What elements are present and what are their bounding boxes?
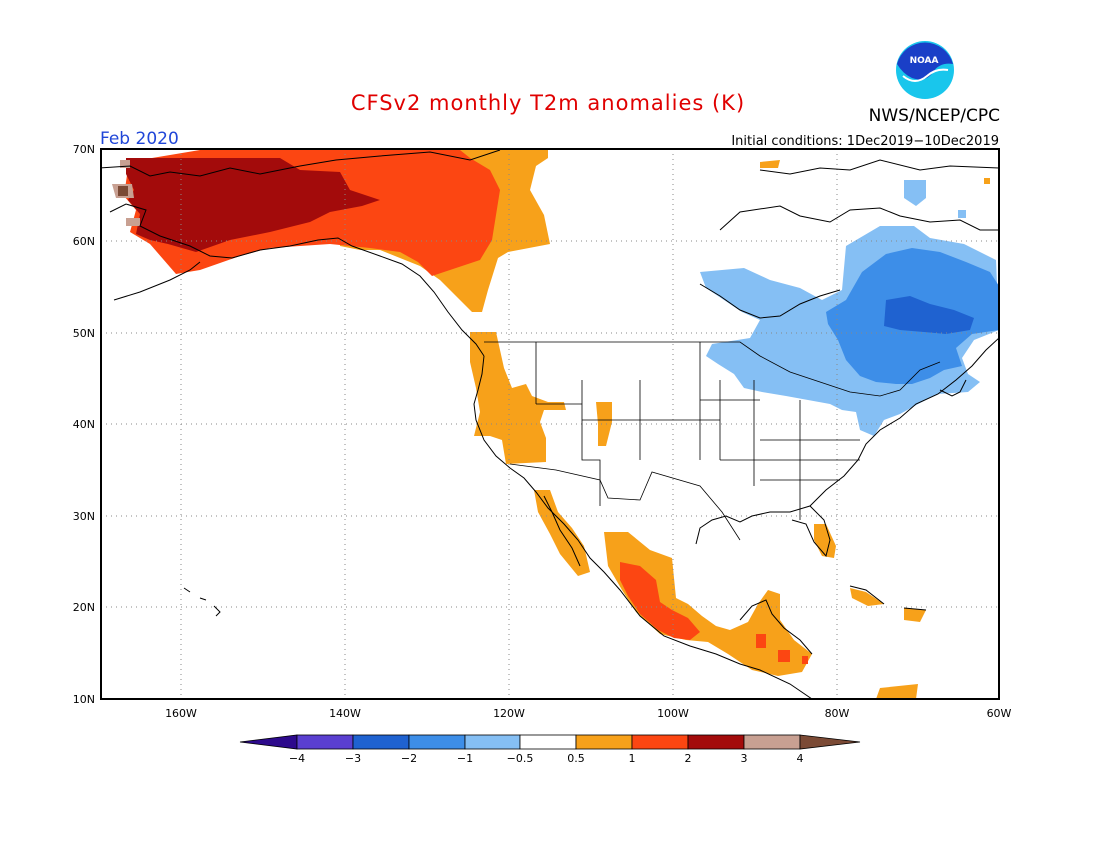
political-borders	[484, 341, 941, 541]
colorbar-label: −3	[345, 752, 361, 765]
chart-title: CFSv2 monthly T2m anomalies (K)	[351, 91, 745, 115]
x-tick-label: 60W	[987, 707, 1012, 720]
y-tick-label: 70N	[73, 143, 95, 156]
colorbar-segment	[408, 734, 466, 750]
logo-text: NOAA	[910, 56, 939, 66]
colorbar-segment	[296, 734, 354, 750]
x-tick-label: 160W	[165, 707, 197, 720]
anomaly-warm-alaska-darkred	[126, 158, 380, 252]
anomaly-warm-colorado	[596, 402, 612, 446]
anomaly-cool-arctic-islands	[904, 180, 966, 218]
map-panel	[100, 148, 1000, 700]
colorbar-labels: −4 −3 −2 −1 −0.5 0.5 1 2 3 4	[289, 752, 804, 765]
x-tick-label: 140W	[329, 707, 361, 720]
y-tick-label: 60N	[73, 235, 95, 248]
grid	[101, 149, 999, 699]
map-frame	[100, 148, 1000, 700]
month-label: Feb 2020	[100, 129, 179, 149]
colorbar-segment	[575, 734, 633, 750]
colorbar-segment	[687, 734, 745, 750]
y-tick-label: 40N	[73, 418, 95, 431]
anomaly-warm-florida	[814, 524, 836, 558]
y-tick-label: 10N	[73, 693, 95, 706]
y-tick-label: 30N	[73, 510, 95, 523]
colorbar-label: −0.5	[507, 752, 534, 765]
anomaly-warm-alaska-brown	[118, 186, 128, 196]
colorbar-segment	[464, 734, 521, 750]
colorbar-label: 4	[797, 752, 804, 765]
y-axis-labels: 70N 60N 50N 40N 30N 20N 10N	[73, 143, 95, 706]
colorbar-label: 2	[685, 752, 692, 765]
colorbar	[239, 734, 861, 750]
coastlines	[101, 149, 999, 699]
initial-conditions: Initial conditions: 1Dec2019−10Dec2019	[731, 134, 999, 149]
agency-label: NWS/NCEP/CPC	[869, 106, 1000, 126]
x-axis-labels: 160W 140W 120W 100W 80W 60W	[165, 707, 1011, 720]
colorbar-label: −1	[457, 752, 473, 765]
noaa-logo: NOAA	[896, 41, 954, 99]
x-tick-label: 80W	[825, 707, 850, 720]
colorbar-segment	[631, 734, 689, 750]
x-tick-label: 100W	[657, 707, 689, 720]
anomaly-cool-east-dark	[884, 296, 974, 334]
colorbar-segment-gt-4	[799, 734, 861, 750]
colorbar-label: −4	[289, 752, 305, 765]
colorbar-label: 0.5	[567, 752, 585, 765]
y-tick-label: 50N	[73, 327, 95, 340]
x-tick-label: 120W	[493, 707, 525, 720]
colorbar-segment-lt-neg4	[239, 734, 298, 750]
anomaly-warm-central-america-red	[756, 634, 808, 664]
colorbar-label: 3	[741, 752, 748, 765]
colorbar-segment	[743, 734, 801, 750]
colorbar-label: −2	[401, 752, 417, 765]
colorbar-label: 1	[629, 752, 636, 765]
colorbar-segment	[352, 734, 410, 750]
anomaly-warm-west-coast	[470, 332, 566, 464]
anomaly-warm-mexico-red	[620, 562, 700, 640]
colorbar-segment	[519, 734, 577, 750]
y-tick-label: 20N	[73, 601, 95, 614]
